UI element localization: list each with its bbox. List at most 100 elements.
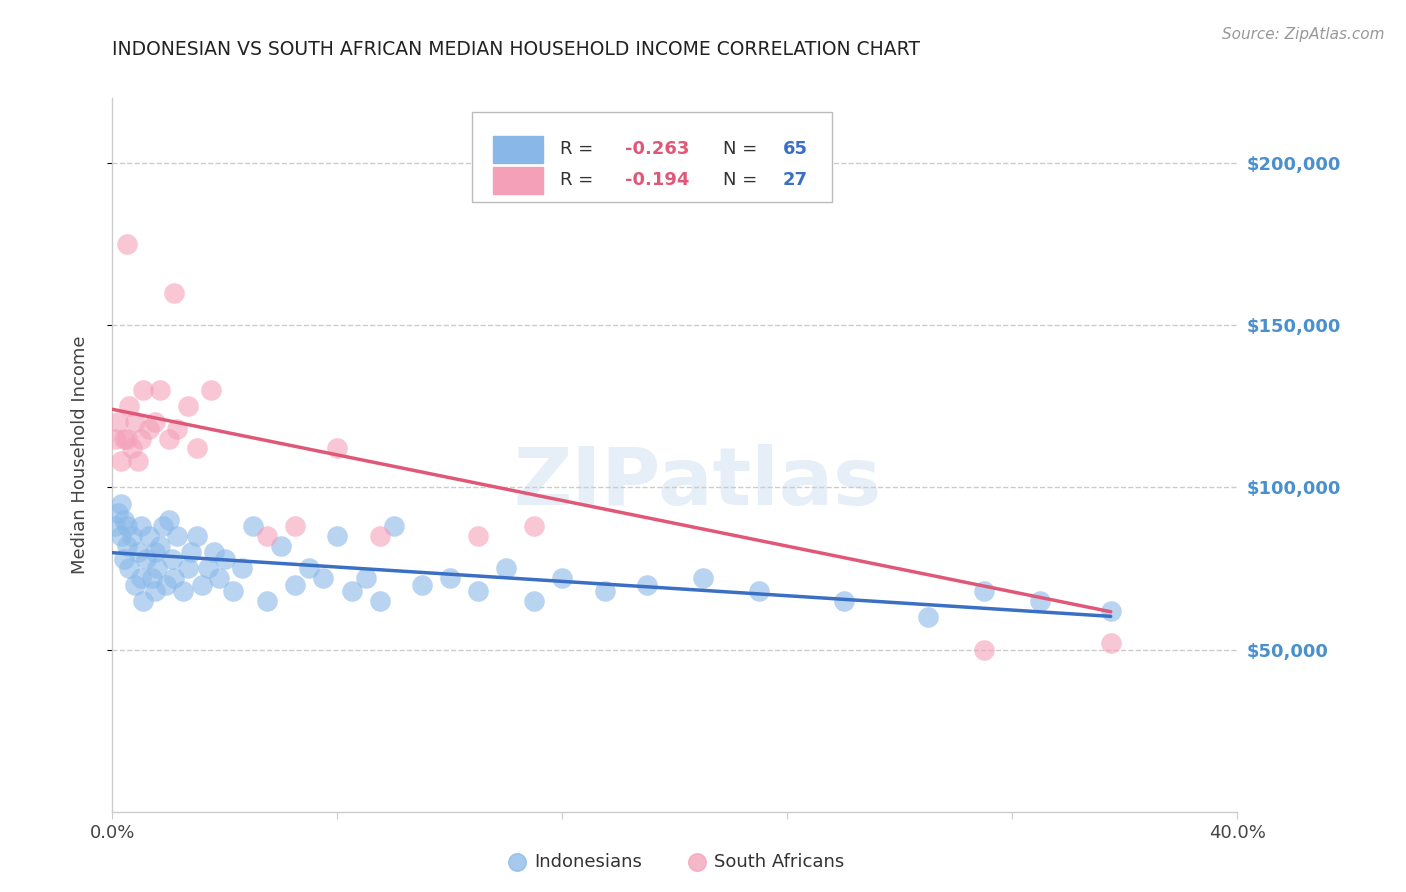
Point bbox=[138, 529, 160, 543]
Y-axis label: Median Household Income: Median Household Income bbox=[70, 335, 89, 574]
Point bbox=[180, 545, 202, 559]
Point bbox=[973, 642, 995, 657]
Bar bbox=[492, 136, 543, 163]
Point bbox=[149, 539, 172, 553]
Point bbox=[917, 610, 939, 624]
FancyBboxPatch shape bbox=[472, 112, 832, 202]
Point bbox=[127, 545, 149, 559]
Point bbox=[523, 519, 546, 533]
Point bbox=[163, 571, 186, 585]
Point bbox=[132, 594, 155, 608]
Point bbox=[284, 519, 307, 533]
Point bbox=[1099, 604, 1122, 618]
Text: Source: ZipAtlas.com: Source: ZipAtlas.com bbox=[1222, 27, 1385, 42]
Point bbox=[326, 529, 349, 543]
Point bbox=[326, 442, 349, 456]
Point bbox=[104, 519, 127, 533]
Point bbox=[382, 519, 405, 533]
Point bbox=[121, 529, 143, 543]
Text: N =: N = bbox=[723, 171, 763, 189]
Point bbox=[523, 594, 546, 608]
Text: 65: 65 bbox=[783, 141, 808, 159]
Text: R =: R = bbox=[560, 171, 599, 189]
Point bbox=[467, 529, 489, 543]
Point bbox=[110, 497, 132, 511]
Point bbox=[172, 584, 194, 599]
Point bbox=[104, 432, 127, 446]
Point bbox=[579, 172, 602, 186]
Text: -0.194: -0.194 bbox=[626, 171, 690, 189]
Text: INDONESIAN VS SOUTH AFRICAN MEDIAN HOUSEHOLD INCOME CORRELATION CHART: INDONESIAN VS SOUTH AFRICAN MEDIAN HOUSE… bbox=[112, 40, 921, 59]
Point bbox=[160, 551, 183, 566]
Point bbox=[149, 383, 172, 397]
Point bbox=[112, 513, 135, 527]
Point bbox=[115, 432, 138, 446]
Point bbox=[439, 571, 461, 585]
Text: 27: 27 bbox=[783, 171, 808, 189]
Point bbox=[231, 561, 253, 575]
Point bbox=[124, 577, 146, 591]
Point bbox=[222, 584, 245, 599]
Point bbox=[155, 577, 177, 591]
Point bbox=[186, 529, 208, 543]
Text: South Africans: South Africans bbox=[714, 853, 845, 871]
Point bbox=[202, 545, 225, 559]
Point bbox=[495, 561, 517, 575]
Point bbox=[115, 237, 138, 252]
Text: Indonesians: Indonesians bbox=[534, 853, 643, 871]
Point bbox=[411, 577, 433, 591]
Point bbox=[143, 584, 166, 599]
Point bbox=[748, 584, 770, 599]
Point bbox=[256, 594, 278, 608]
Point bbox=[143, 545, 166, 559]
Point bbox=[163, 285, 186, 300]
Point bbox=[118, 561, 141, 575]
Point bbox=[121, 442, 143, 456]
Point bbox=[1114, 805, 1136, 819]
Point bbox=[186, 442, 208, 456]
Text: N =: N = bbox=[723, 141, 763, 159]
Point bbox=[368, 529, 391, 543]
Point bbox=[141, 571, 163, 585]
Point bbox=[593, 584, 616, 599]
Point bbox=[152, 519, 174, 533]
Point bbox=[551, 571, 574, 585]
Point bbox=[270, 539, 292, 553]
Point bbox=[208, 571, 231, 585]
Point bbox=[129, 432, 152, 446]
Point bbox=[973, 584, 995, 599]
Point bbox=[157, 432, 180, 446]
Point bbox=[177, 399, 200, 413]
Point bbox=[284, 577, 307, 591]
Point bbox=[166, 422, 188, 436]
Point bbox=[1029, 594, 1052, 608]
Point bbox=[124, 416, 146, 430]
Point bbox=[242, 519, 264, 533]
Point bbox=[467, 584, 489, 599]
Point bbox=[107, 416, 129, 430]
Text: R =: R = bbox=[560, 141, 599, 159]
Point bbox=[132, 383, 155, 397]
Point bbox=[107, 506, 129, 520]
Point bbox=[157, 513, 180, 527]
Point bbox=[127, 454, 149, 468]
Point bbox=[110, 529, 132, 543]
Point bbox=[115, 519, 138, 533]
Point bbox=[256, 529, 278, 543]
Point bbox=[112, 432, 135, 446]
Point bbox=[298, 561, 321, 575]
Point bbox=[197, 561, 219, 575]
Point bbox=[135, 551, 157, 566]
Point bbox=[368, 594, 391, 608]
Point bbox=[138, 422, 160, 436]
Point bbox=[354, 571, 377, 585]
Point bbox=[129, 519, 152, 533]
Point bbox=[110, 454, 132, 468]
Point bbox=[143, 416, 166, 430]
Point bbox=[177, 561, 200, 575]
Point bbox=[214, 551, 236, 566]
Point bbox=[692, 571, 714, 585]
Text: ZIPatlas: ZIPatlas bbox=[513, 444, 882, 523]
Point bbox=[200, 383, 222, 397]
Bar bbox=[492, 167, 543, 194]
